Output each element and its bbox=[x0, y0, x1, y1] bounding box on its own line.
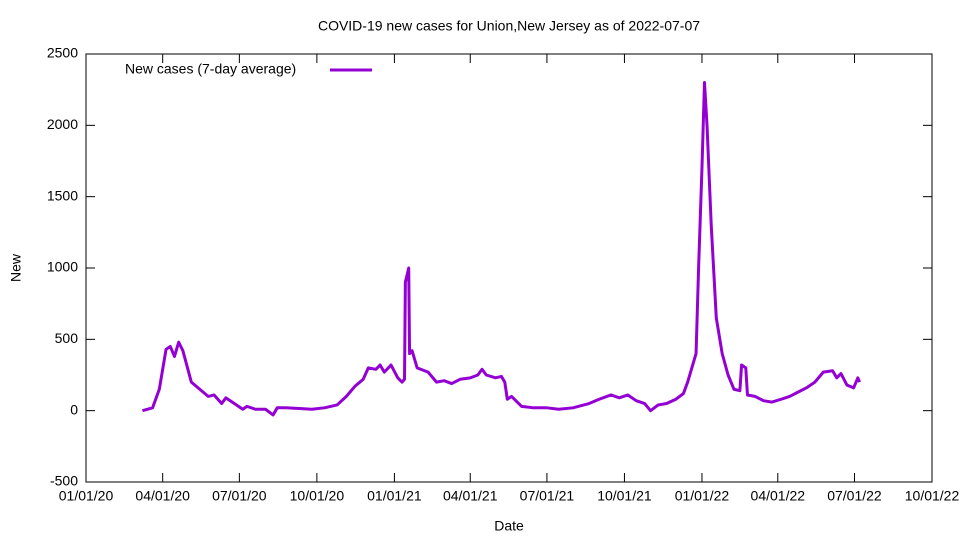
y-tick-label: 2000 bbox=[47, 116, 78, 132]
x-tick-label: 01/01/22 bbox=[675, 488, 730, 504]
y-tick-label: -500 bbox=[50, 473, 78, 489]
x-tick-label: 10/01/22 bbox=[905, 488, 960, 504]
y-tick-label: 1500 bbox=[47, 187, 78, 203]
x-tick-label: 10/01/21 bbox=[597, 488, 652, 504]
x-tick-label: 04/01/22 bbox=[751, 488, 806, 504]
legend-label: New cases (7-day average) bbox=[125, 61, 296, 77]
x-tick-label: 07/01/20 bbox=[212, 488, 267, 504]
data-line bbox=[142, 81, 861, 417]
y-tick-label: 1000 bbox=[47, 259, 78, 275]
x-tick-label: 01/01/20 bbox=[59, 488, 114, 504]
y-tick-label: 2500 bbox=[47, 45, 78, 61]
plot-frame bbox=[85, 53, 933, 483]
y-tick-label: 0 bbox=[70, 401, 78, 417]
x-tick-label: 07/01/21 bbox=[520, 488, 575, 504]
y-axis-label: New bbox=[8, 253, 24, 282]
x-tick-label: 10/01/20 bbox=[290, 488, 345, 504]
y-tick-label: 500 bbox=[55, 330, 79, 346]
x-tick-label: 04/01/21 bbox=[443, 488, 498, 504]
x-tick-label: 04/01/20 bbox=[135, 488, 190, 504]
x-axis-label: Date bbox=[494, 518, 524, 534]
x-tick-label: 01/01/21 bbox=[367, 488, 422, 504]
chart-title: COVID-19 new cases for Union,New Jersey … bbox=[318, 18, 700, 34]
x-tick-label: 07/01/22 bbox=[827, 488, 882, 504]
